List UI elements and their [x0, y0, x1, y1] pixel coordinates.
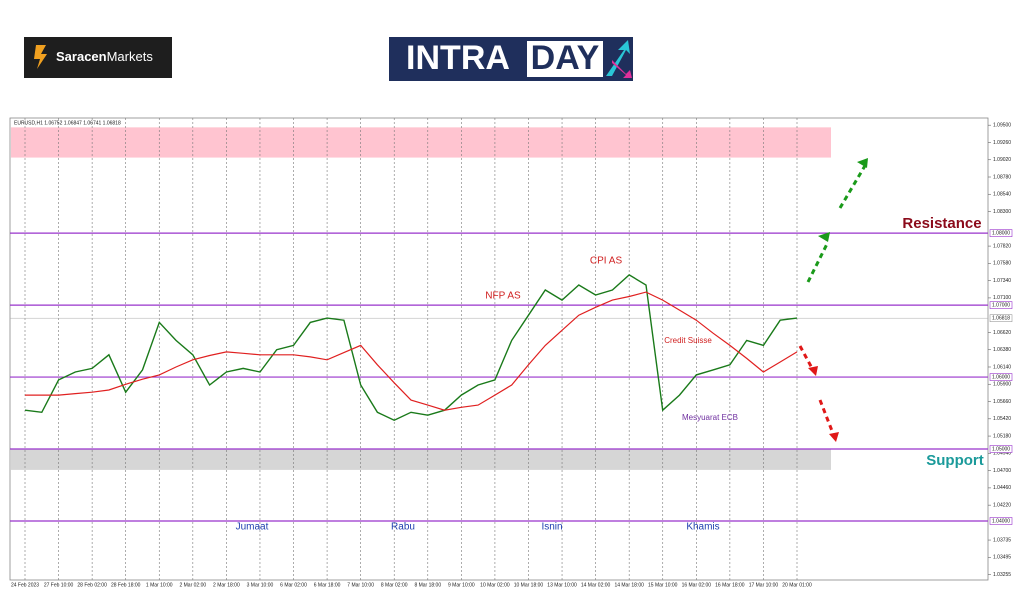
x-tick-label: 6 Mar 02:00	[280, 582, 307, 587]
arrow-head	[808, 366, 818, 376]
y-tick-label: 1.05900	[993, 382, 1011, 388]
banner-text: INTRA	[406, 39, 510, 77]
annotation: Resistance	[902, 215, 981, 232]
y-tick-label: 1.07100	[993, 295, 1011, 301]
y-tick-label: 1.09500	[993, 123, 1011, 129]
y-tick-label: 1.03255	[993, 572, 1011, 578]
banner-arrow	[606, 40, 630, 76]
arrow-up	[806, 241, 830, 283]
level-label: 1.07000	[992, 302, 1010, 308]
annotation: Khamis	[686, 522, 719, 533]
x-tick-label: 14 Mar 18:00	[614, 582, 644, 587]
plot-frame	[9, 117, 989, 581]
y-tick-label: 1.04220	[993, 502, 1011, 508]
y-tick-label: 1.05420	[993, 416, 1011, 422]
brand-name: SaracenMarkets	[56, 49, 153, 64]
x-tick-label: 10 Mar 18:00	[514, 582, 544, 587]
annotation: Rabu	[391, 522, 415, 533]
x-tick-label: 24 Feb 2023	[11, 582, 39, 587]
chart-title: EURUSD,H1 1.06752 1.06847 1.06741 1.0681…	[14, 120, 121, 126]
brand-icon	[34, 45, 47, 69]
level-label: 1.08000	[992, 230, 1010, 236]
x-tick-label: 16 Mar 02:00	[682, 582, 712, 587]
brand-logo	[24, 37, 172, 78]
level-box	[989, 301, 1013, 309]
y-tick-label: 1.09260	[993, 140, 1011, 146]
y-tick-label: 1.03495	[993, 555, 1011, 561]
y-tick-label: 1.03735	[993, 537, 1011, 543]
zone	[11, 127, 831, 158]
y-tick-label: 1.07580	[993, 261, 1011, 267]
x-tick-label: 10 Mar 02:00	[480, 582, 510, 587]
x-tick-label: 13 Mar 10:00	[547, 582, 577, 587]
zone	[11, 449, 831, 470]
y-tick-label: 1.05660	[993, 399, 1011, 405]
y-tick-label: 1.08540	[993, 192, 1011, 198]
x-tick-label: 7 Mar 10:00	[347, 582, 374, 587]
annotation: Mesyuarat ECB	[682, 413, 738, 422]
x-tick-label: 16 Mar 18:00	[715, 582, 745, 587]
annotation: CPI AS	[590, 256, 623, 267]
y-tick-label: 1.06380	[993, 347, 1011, 353]
y-tick-label: 1.04940	[993, 451, 1011, 457]
level-box	[989, 229, 1013, 237]
x-tick-label: 6 Mar 18:00	[314, 582, 341, 587]
x-tick-label: 28 Feb 18:00	[111, 582, 141, 587]
banner-text: DAY	[531, 39, 600, 77]
y-tick-label: 1.06140	[993, 364, 1011, 370]
x-tick-label: 28 Feb 02:00	[77, 582, 107, 587]
y-tick-label: 1.09020	[993, 157, 1011, 163]
level-box	[989, 445, 1013, 453]
level-box	[989, 373, 1013, 381]
arrow-down	[818, 399, 836, 437]
y-tick-label: 1.08300	[993, 209, 1011, 215]
x-tick-label: 15 Mar 10:00	[648, 582, 678, 587]
x-tick-label: 2 Mar 18:00	[213, 582, 240, 587]
y-tick-label: 1.05180	[993, 433, 1011, 439]
current-label: 1.06818	[992, 316, 1010, 322]
banner-box	[527, 41, 603, 77]
level-label: 1.06000	[992, 374, 1010, 380]
banner-arrow	[612, 60, 632, 78]
x-tick-label: 3 Mar 10:00	[247, 582, 274, 587]
price-line	[24, 274, 798, 421]
x-tick-label: 9 Mar 10:00	[448, 582, 475, 587]
level-label: 1.05000	[992, 446, 1010, 452]
x-tick-label: 8 Mar 02:00	[381, 582, 408, 587]
arrow-head	[857, 158, 868, 168]
y-tick-label: 1.06620	[993, 330, 1011, 336]
x-tick-label: 1 Mar 10:00	[146, 582, 173, 587]
y-tick-label: 1.04460	[993, 485, 1011, 491]
x-tick-label: 17 Mar 10:00	[749, 582, 779, 587]
x-tick-label: 2 Mar 02:00	[179, 582, 206, 587]
arrow-head	[829, 432, 839, 442]
x-tick-label: 27 Feb 10:00	[44, 582, 74, 587]
arrow-up	[838, 163, 868, 209]
brand-bold: Saracen	[56, 49, 107, 64]
annotation: Credit Suisse	[664, 336, 712, 345]
brand-rest: Markets	[107, 49, 154, 64]
level-box	[989, 517, 1013, 525]
y-tick-label: 1.07820	[993, 243, 1011, 249]
y-tick-label: 1.07340	[993, 278, 1011, 284]
annotation: Support	[926, 452, 984, 469]
x-tick-label: 14 Mar 02:00	[581, 582, 611, 587]
x-tick-label: 8 Mar 18:00	[414, 582, 441, 587]
annotation: Jumaat	[236, 522, 269, 533]
y-tick-label: 1.04700	[993, 468, 1011, 474]
moving-average	[25, 291, 798, 411]
annotation: Isnin	[541, 522, 562, 533]
x-tick-label: 20 Mar 01:00	[782, 582, 812, 587]
annotation: NFP AS	[485, 291, 521, 302]
current-box	[989, 314, 1013, 322]
y-tick-label: 1.08780	[993, 174, 1011, 180]
arrow-down	[798, 345, 815, 371]
arrows	[798, 158, 868, 442]
arrow-head	[818, 232, 830, 242]
level-label: 1.04000	[992, 518, 1010, 524]
